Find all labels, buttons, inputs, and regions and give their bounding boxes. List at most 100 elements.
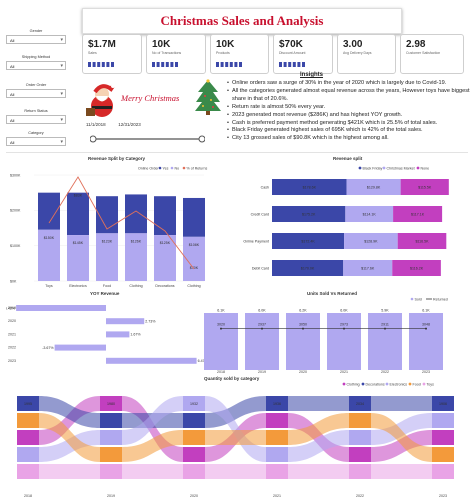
y-tick-label: $100K [10, 244, 21, 248]
bar-label: $150K [44, 236, 55, 240]
ribbon-flow [288, 413, 349, 445]
filter-dropdown[interactable]: All [6, 35, 66, 44]
kpi-card: $1.7M Sales [82, 34, 142, 74]
bar-online-no [183, 236, 205, 281]
ribbon-segment [349, 396, 371, 411]
filter-dropdown[interactable]: All [6, 115, 66, 124]
slider-start-handle[interactable] [90, 135, 97, 143]
bar-label: $117.6K [361, 266, 375, 270]
filter-dropdown[interactable]: All [6, 89, 66, 98]
ribbon-segment [183, 447, 205, 462]
returned-label: 3048 [422, 323, 430, 327]
filter-dropdown[interactable]: All [6, 137, 66, 146]
ribbon-flow [39, 396, 100, 445]
filter-dropdown[interactable]: All [6, 61, 66, 70]
insight-item: Cash is preferred payment method generat… [227, 120, 472, 128]
x-tick-label: 2022 [356, 494, 364, 498]
sparkline-bar [101, 62, 105, 67]
bar-online-yes [67, 192, 89, 236]
x-tick-label: Food [103, 284, 111, 288]
ribbon-value: 1995 [24, 402, 32, 406]
legend-label: No [175, 166, 180, 170]
filter-label: Category [28, 131, 44, 135]
legend-label: Clothing [347, 382, 360, 386]
kpi-label: Sales [88, 51, 97, 55]
ribbon-flow [122, 430, 183, 462]
sparkline-bar [283, 62, 287, 67]
sparkline-bar [229, 62, 233, 67]
revenue-bar-segment [272, 260, 344, 276]
legend-marker [382, 166, 386, 170]
ribbon-segment [349, 464, 371, 479]
bar-label: $172.4K [301, 239, 315, 243]
sparkline-bar [279, 62, 282, 67]
yoy-bar [16, 305, 107, 311]
revenue-bar-segment [344, 233, 398, 249]
year-label: 2023 [8, 359, 16, 363]
slider-end-handle[interactable] [198, 135, 205, 143]
ribbon-segment [432, 413, 454, 428]
revenue-bar-segment [400, 179, 449, 195]
ribbon-value: 2034 [356, 402, 364, 406]
ribbon-segment [17, 430, 39, 445]
ribbon-flow [371, 430, 432, 462]
returned-label: 2937 [258, 323, 266, 327]
kpi-value: 2.98 [406, 39, 426, 50]
x-tick-label: 2022 [381, 370, 389, 374]
ribbon-flow [288, 464, 349, 479]
bar-online-yes [125, 194, 147, 234]
kpi-value: 10K [152, 39, 171, 50]
kpi-sparkline [152, 62, 178, 67]
ribbon-flow [288, 430, 349, 462]
sparkline-bar [106, 62, 110, 67]
ribbon-flow [39, 396, 100, 428]
ribbon-segment [100, 396, 122, 411]
bar-label: $126K [131, 239, 142, 243]
ribbon-segment [17, 447, 39, 462]
legend-marker [342, 382, 346, 386]
legend-label: Electronics [390, 382, 408, 386]
sold-label: 6.2K [299, 309, 307, 313]
legend-label: None [421, 166, 430, 170]
year-label: 2021 [8, 332, 16, 336]
year-label: 2022 [8, 346, 16, 350]
yoy-label: 6.47% [198, 359, 206, 363]
ribbon-flow [39, 413, 100, 462]
x-tick-label: Electronics [69, 284, 87, 288]
sparkline-bar [161, 62, 165, 67]
ribbon-segment [100, 447, 122, 462]
y-tick-label: $200K [10, 209, 21, 213]
bar-label: $114.1K [363, 212, 377, 216]
legend-label: Returned [433, 297, 448, 301]
ribbon-value: 1906 [439, 402, 447, 406]
date-range-slider[interactable] [90, 134, 205, 144]
ribbon-segment [266, 464, 288, 479]
category-label: Online Payment [243, 239, 269, 243]
bar-online-no [96, 233, 118, 281]
ribbon-flow [205, 464, 266, 479]
filter-label: Order Order [25, 83, 47, 87]
merry-christmas-text: Merry Christmas [121, 93, 180, 103]
ribbon-flow [288, 413, 349, 462]
filter-label: Shipping Method [21, 55, 51, 59]
revenue-bar-segment [393, 206, 443, 222]
returns-line [48, 176, 195, 270]
revenue-bar-segment [392, 260, 441, 276]
kpi-label: Customer Satisfaction [406, 51, 441, 55]
kpi-sparkline [216, 62, 242, 67]
sparkline-bar [288, 62, 292, 67]
kpi-value: 10K [216, 39, 235, 50]
ribbon-segment [349, 413, 371, 428]
legend-label: Decorations [366, 382, 385, 386]
date-start: 11/1/2018 [86, 122, 106, 127]
yoy-bar [106, 318, 145, 325]
filter-slicer: Return Status All [6, 109, 66, 124]
insight-item: 2023 generated most revenue ($286K) and … [227, 112, 472, 120]
legend-label: % of Returns [187, 166, 208, 170]
revenue-bar-segment [343, 260, 393, 276]
sold-label: 5.9K [381, 309, 389, 313]
legend-marker [361, 382, 365, 386]
ribbon-segment [100, 413, 122, 428]
ribbon-flow [39, 430, 100, 462]
insight-item: Black Friday generated highest sales of … [227, 127, 472, 135]
